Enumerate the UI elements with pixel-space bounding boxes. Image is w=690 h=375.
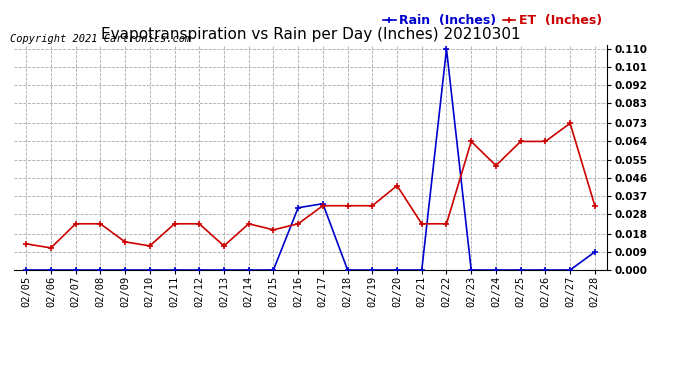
ET  (Inches) (22, 242, 30, 246)
Legend: Rain  (Inches), ET  (Inches): Rain (Inches), ET (Inches) (378, 9, 607, 32)
ET  (Inches) (269, 228, 277, 232)
ET  (Inches) (566, 121, 574, 126)
ET  (Inches) (442, 222, 451, 226)
ET  (Inches) (368, 204, 377, 208)
ET  (Inches) (344, 204, 352, 208)
ET  (Inches) (467, 139, 475, 144)
ET  (Inches) (319, 204, 327, 208)
ET  (Inches) (417, 222, 426, 226)
Rain  (Inches) (319, 201, 327, 206)
ET  (Inches) (591, 204, 599, 208)
Rain  (Inches) (269, 268, 277, 272)
ET  (Inches) (393, 183, 401, 188)
Rain  (Inches) (22, 268, 30, 272)
Rain  (Inches) (492, 268, 500, 272)
Rain  (Inches) (244, 268, 253, 272)
ET  (Inches) (47, 246, 55, 250)
ET  (Inches) (146, 244, 154, 248)
Rain  (Inches) (146, 268, 154, 272)
ET  (Inches) (170, 222, 179, 226)
ET  (Inches) (244, 222, 253, 226)
Rain  (Inches) (417, 268, 426, 272)
Rain  (Inches) (294, 206, 302, 210)
Line: Rain  (Inches): Rain (Inches) (23, 46, 598, 273)
Line: ET  (Inches): ET (Inches) (23, 121, 598, 250)
Text: Copyright 2021 Cartronics.com: Copyright 2021 Cartronics.com (10, 34, 192, 44)
Rain  (Inches) (442, 47, 451, 51)
ET  (Inches) (220, 244, 228, 248)
ET  (Inches) (517, 139, 525, 144)
Rain  (Inches) (344, 268, 352, 272)
Title: Evapotranspiration vs Rain per Day (Inches) 20210301: Evapotranspiration vs Rain per Day (Inch… (101, 27, 520, 42)
Rain  (Inches) (517, 268, 525, 272)
ET  (Inches) (492, 163, 500, 168)
Rain  (Inches) (170, 268, 179, 272)
Rain  (Inches) (541, 268, 549, 272)
Rain  (Inches) (47, 268, 55, 272)
Rain  (Inches) (368, 268, 377, 272)
Rain  (Inches) (393, 268, 401, 272)
Rain  (Inches) (591, 250, 599, 254)
ET  (Inches) (72, 222, 80, 226)
Rain  (Inches) (195, 268, 204, 272)
Rain  (Inches) (72, 268, 80, 272)
Rain  (Inches) (121, 268, 129, 272)
Rain  (Inches) (467, 268, 475, 272)
ET  (Inches) (96, 222, 104, 226)
Rain  (Inches) (566, 268, 574, 272)
Rain  (Inches) (96, 268, 104, 272)
ET  (Inches) (121, 240, 129, 244)
Rain  (Inches) (220, 268, 228, 272)
ET  (Inches) (294, 222, 302, 226)
ET  (Inches) (195, 222, 204, 226)
ET  (Inches) (541, 139, 549, 144)
